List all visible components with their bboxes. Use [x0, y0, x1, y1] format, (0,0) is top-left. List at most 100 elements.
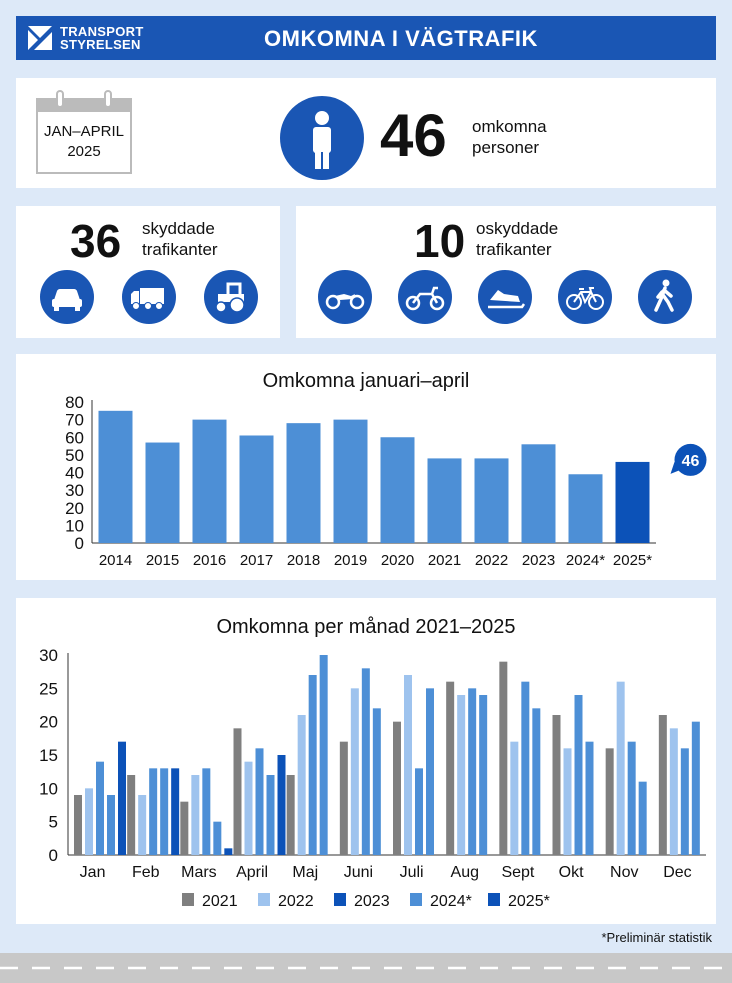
page-title: OMKOMNA I VÄGTRAFIK [264, 26, 538, 51]
x-tick-label: Maj [292, 864, 318, 881]
x-tick-label: Juli [400, 864, 424, 881]
bar [266, 775, 275, 855]
x-tick-label: 2024* [566, 552, 605, 569]
x-tick-label: 2025* [613, 552, 652, 569]
header-banner: TRANSPORT STYRELSEN OMKOMNA I VÄGTRAFIK [16, 16, 716, 60]
bar [192, 419, 227, 543]
bar [474, 458, 509, 543]
x-tick-label: April [236, 864, 268, 881]
bar [393, 721, 401, 855]
unprotected-road-users-card: 10 oskyddade trafikanter [296, 206, 716, 338]
y-tick-label: 10 [65, 516, 84, 535]
protected-label-line2: trafikanter [142, 240, 218, 259]
legend-label: 2021 [202, 893, 238, 910]
tractor-icon [204, 270, 258, 324]
y-tick-label: 60 [65, 428, 84, 447]
bar [180, 801, 189, 855]
bar [286, 423, 321, 543]
unprotected-label-line1: oskyddade [476, 219, 559, 238]
bar [118, 741, 126, 855]
y-tick-label: 30 [39, 646, 58, 665]
snowmobile-icon [478, 270, 532, 324]
period-line2: 2025 [67, 143, 101, 160]
bar [446, 681, 455, 855]
pedestrian-icon [638, 270, 692, 324]
bar [297, 715, 306, 855]
bar [138, 795, 147, 855]
x-tick-label: 2016 [193, 552, 226, 569]
bar [339, 741, 348, 855]
calendar-icon: JAN–APRIL 2025 [36, 90, 132, 174]
y-tick-label: 80 [65, 393, 84, 412]
y-tick-label: 5 [49, 813, 58, 832]
logo-line1: TRANSPORT [60, 24, 144, 39]
highlight-bubble-tail [670, 461, 681, 474]
bar [361, 668, 370, 855]
bar [380, 437, 415, 543]
bar [98, 410, 133, 543]
bar [415, 768, 423, 855]
highlight-value-label: 46 [682, 453, 700, 470]
bar [691, 721, 700, 855]
legend-label: 2025* [508, 893, 550, 910]
bar [563, 748, 572, 855]
truck-icon [122, 270, 176, 324]
bar [277, 755, 286, 855]
x-tick-label: Feb [132, 864, 160, 881]
x-tick-label: Jan [80, 864, 106, 881]
footnote: *Preliminär statistik [601, 930, 712, 945]
y-tick-label: 40 [65, 464, 84, 483]
bar [552, 715, 561, 855]
x-tick-label: Dec [663, 864, 691, 881]
total-label-line1: omkomna [472, 117, 547, 136]
y-tick-label: 20 [65, 499, 84, 518]
bar [107, 795, 115, 855]
bar [627, 741, 636, 855]
bar [427, 458, 462, 543]
logo-mark-icon [28, 26, 52, 50]
total-label-line2: personer [472, 138, 540, 157]
x-tick-label: 2023 [522, 552, 555, 569]
bar [149, 768, 158, 855]
bar [605, 748, 614, 855]
bar [372, 708, 381, 855]
bar [532, 708, 541, 855]
bar [568, 474, 603, 543]
bar [680, 748, 689, 855]
y-tick-label: 70 [65, 411, 84, 430]
x-tick-label: Juni [344, 864, 373, 881]
bar [638, 781, 647, 855]
person-icon [280, 96, 364, 180]
transportstyrelsen-logo: TRANSPORT STYRELSEN [26, 24, 144, 52]
period-line1: JAN–APRIL [43, 123, 125, 140]
bar [191, 775, 200, 855]
bar [468, 688, 477, 855]
bar [239, 435, 274, 543]
legend-label: 2024* [430, 893, 472, 910]
y-tick-label: 30 [65, 481, 84, 500]
bar [658, 715, 667, 855]
summary-card: JAN–APRIL 2025 46 omkomna personer [16, 78, 716, 188]
y-tick-label: 15 [39, 746, 58, 765]
road-decoration [0, 953, 732, 983]
protected-label-line1: skyddade [142, 219, 215, 238]
bar [224, 848, 233, 855]
total-deaths: 46 [380, 102, 447, 169]
bar [213, 821, 222, 855]
highlight-bubble [674, 443, 707, 476]
bar [255, 748, 264, 855]
bar [333, 419, 368, 543]
car-icon [40, 270, 94, 324]
y-tick-label: 0 [49, 846, 58, 865]
bar [145, 442, 180, 543]
monthly-bar-chart: 0 5 10 15 20 25 30 Jan Feb Mars April Maj Juni Juli Au… [39, 646, 706, 910]
bar [457, 695, 466, 855]
x-tick-label: Nov [610, 864, 638, 881]
bar [499, 661, 508, 855]
x-tick-label: Mars [181, 864, 217, 881]
protected-road-users-card: 36 skyddade trafikanter [16, 206, 280, 338]
bar [510, 741, 519, 855]
legend-swatch [334, 893, 346, 906]
bicycle-icon [558, 270, 612, 324]
